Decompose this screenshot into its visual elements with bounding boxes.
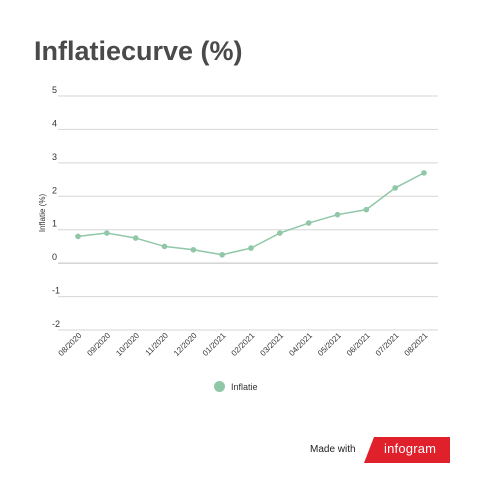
x-tick-label: 04/2021 (287, 331, 314, 358)
x-tick-label: 08/2020 (57, 331, 84, 358)
x-tick-label: 10/2020 (114, 331, 141, 358)
legend: Inflatie (214, 381, 258, 392)
y-tick-label: 0 (52, 252, 57, 262)
x-tick-label: 09/2020 (85, 331, 112, 358)
legend-marker (214, 381, 225, 392)
data-point[interactable] (190, 246, 197, 253)
x-tick-label: 03/2021 (258, 331, 285, 358)
data-point[interactable] (421, 170, 427, 176)
legend-label: Inflatie (231, 381, 258, 392)
infogram-logo[interactable]: infogram (364, 437, 450, 463)
made-with-text: Made with (310, 444, 356, 455)
y-tick-label: 1 (52, 219, 57, 229)
y-axis-label: Inflatie (%) (38, 194, 47, 233)
y-tick-label: 3 (52, 152, 57, 162)
x-tick-label: 02/2021 (230, 331, 257, 358)
x-tick-label: 07/2021 (374, 331, 401, 358)
data-point[interactable] (363, 206, 370, 213)
brand-text: infogram (384, 441, 437, 456)
chart-title: Inflatiecurve (%) (34, 36, 243, 66)
x-tick-label: 08/2021 (403, 331, 430, 358)
brand-badge-shape (364, 437, 450, 463)
y-tick-label: 5 (52, 85, 57, 95)
x-axis-ticks: 08/2020 09/2020 10/2020 11/2020 12/2020 01/20… (57, 331, 430, 358)
series-line (77, 172, 425, 256)
data-point[interactable] (75, 233, 81, 240)
data-point[interactable] (248, 245, 254, 251)
data-point[interactable] (277, 230, 283, 236)
y-tick-label: 4 (52, 118, 57, 128)
data-point[interactable] (305, 220, 312, 226)
data-point[interactable] (104, 230, 110, 236)
x-tick-label: 12/2020 (172, 331, 199, 358)
y-tick-label: 2 (52, 185, 57, 195)
x-tick-label: 01/2021 (201, 331, 228, 358)
data-point[interactable] (132, 235, 139, 241)
x-tick-label: 11/2020 (144, 331, 171, 358)
data-point[interactable] (161, 243, 168, 250)
x-tick-label: 06/2021 (345, 331, 372, 358)
y-axis-ticks: 5 4 3 2 1 0 -1 -2 (52, 85, 60, 329)
data-point[interactable] (392, 185, 398, 191)
x-tick-label: 05/2021 (316, 331, 343, 358)
data-point[interactable] (334, 211, 341, 218)
data-point[interactable] (219, 251, 225, 258)
y-tick-label: -1 (52, 286, 60, 296)
y-tick-label: -2 (52, 319, 60, 329)
series-inflatie (75, 170, 427, 258)
gridlines (58, 95, 438, 331)
